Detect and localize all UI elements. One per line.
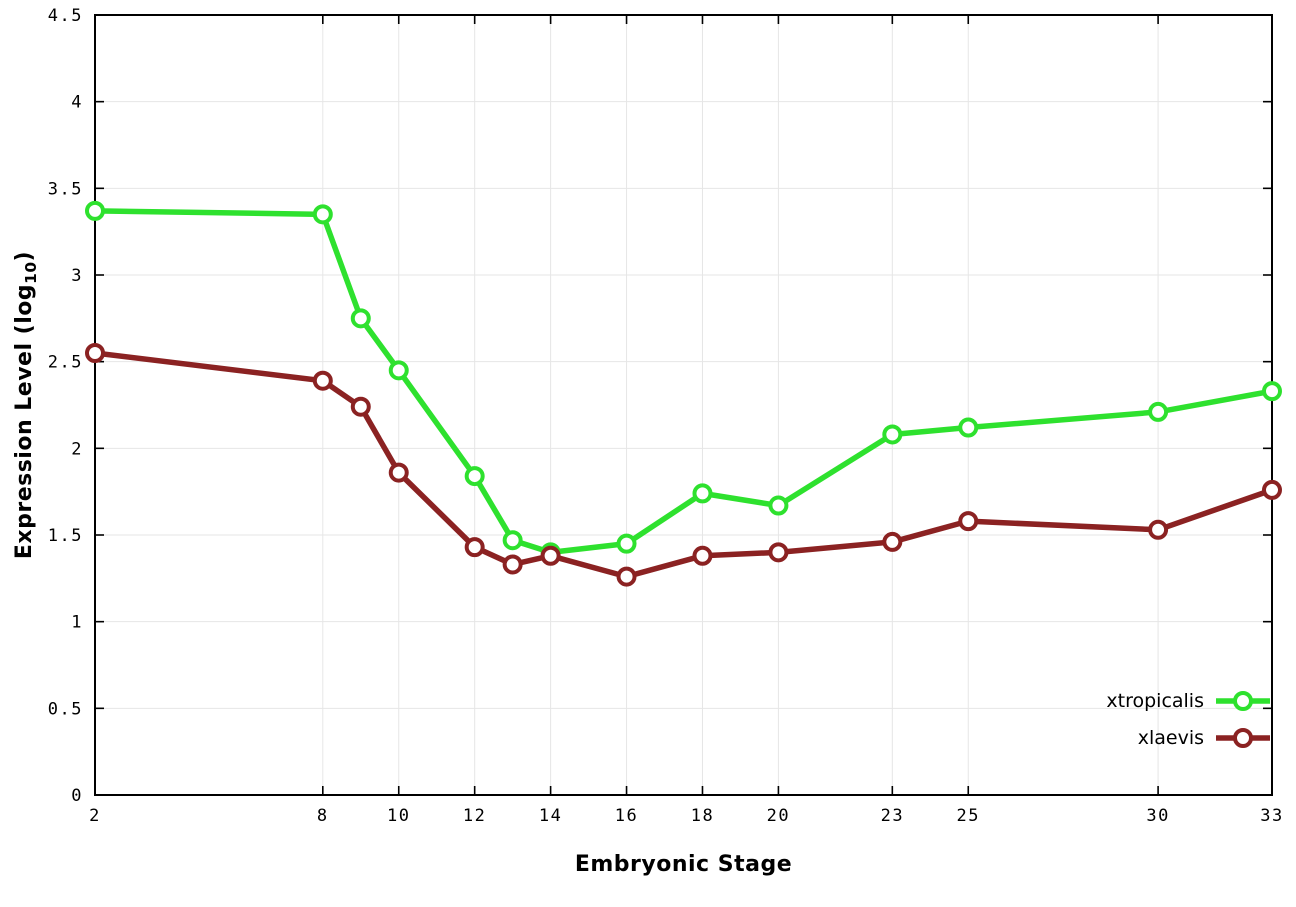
series-xtropicalis bbox=[85, 200, 1282, 563]
y-axis-title-text: Expression Level (log bbox=[11, 283, 37, 560]
y-tick-label: 2.5 bbox=[48, 353, 83, 373]
marker-xlaevis bbox=[502, 554, 523, 575]
legend-label-xtropicalis: xtropicalis bbox=[1106, 690, 1204, 712]
y-tick-label: 4 bbox=[71, 93, 83, 113]
x-tick-label: 23 bbox=[881, 806, 904, 826]
marker-xtropicalis bbox=[312, 204, 333, 225]
tick-labels: 2 8 10 12 14 16 18 20 23 25 30 33 0 0.5 1 1.5 2 2.5 3 3.5 4 4… bbox=[48, 6, 1283, 826]
marker-xlaevis bbox=[1262, 479, 1282, 500]
legend-label-xlaevis: xlaevis bbox=[1138, 727, 1204, 749]
x-tick-label: 20 bbox=[767, 806, 790, 826]
y-tick-label: 4.5 bbox=[48, 6, 83, 26]
y-tick-label: 1 bbox=[71, 613, 83, 633]
marker-xtropicalis bbox=[464, 466, 485, 487]
marker-xlaevis bbox=[540, 545, 561, 566]
y-tick-label: 1.5 bbox=[48, 526, 83, 546]
y-tick-label: 2 bbox=[71, 439, 83, 459]
x-tick-label: 16 bbox=[615, 806, 638, 826]
x-tick-label: 12 bbox=[463, 806, 486, 826]
marker-xtropicalis bbox=[692, 483, 713, 504]
y-axis-title-close: ) bbox=[11, 250, 37, 262]
series-line-xtropicalis bbox=[92, 208, 1275, 556]
legend-marker-xtropicalis bbox=[1233, 691, 1253, 711]
marker-xlaevis bbox=[1148, 519, 1169, 540]
x-tick-label: 25 bbox=[957, 806, 980, 826]
series-line-xlaevis bbox=[92, 350, 1275, 580]
x-tick-label: 8 bbox=[317, 806, 329, 826]
x-axis-title: Embryonic Stage bbox=[574, 852, 793, 877]
marker-xlaevis bbox=[350, 396, 371, 417]
x-tick-label: 18 bbox=[691, 806, 714, 826]
legend: xtropicalis xlaevis bbox=[1106, 690, 1270, 749]
marker-xtropicalis bbox=[1262, 381, 1282, 402]
legend-marker-xlaevis bbox=[1233, 728, 1253, 748]
marker-xlaevis bbox=[464, 537, 485, 558]
marker-xlaevis bbox=[768, 542, 789, 563]
x-tick-label: 14 bbox=[539, 806, 562, 826]
marker-xlaevis bbox=[388, 462, 409, 483]
marker-xtropicalis bbox=[958, 417, 979, 438]
y-axis-title-subscript: 10 bbox=[22, 261, 41, 284]
y-tick-label: 0 bbox=[71, 786, 83, 806]
marker-xlaevis bbox=[312, 370, 333, 391]
marker-xlaevis bbox=[616, 566, 637, 587]
marker-xlaevis bbox=[958, 511, 979, 532]
x-tick-label: 10 bbox=[387, 806, 410, 826]
tick-marks bbox=[94, 14, 1273, 796]
x-tick-label: 33 bbox=[1260, 806, 1283, 826]
legend-entry-xtropicalis: xtropicalis bbox=[1106, 690, 1270, 712]
marker-xtropicalis bbox=[616, 533, 637, 554]
x-tick-label: 2 bbox=[89, 806, 101, 826]
legend-entry-xlaevis: xlaevis bbox=[1138, 727, 1270, 749]
marker-xtropicalis bbox=[85, 200, 105, 221]
y-tick-label: 0.5 bbox=[48, 699, 83, 719]
marker-xlaevis bbox=[882, 531, 903, 552]
marker-xtropicalis bbox=[388, 360, 409, 381]
series-xlaevis bbox=[85, 343, 1282, 587]
y-tick-label: 3.5 bbox=[48, 179, 83, 199]
y-axis-title: Expression Level (log10) bbox=[12, 251, 40, 559]
marker-xtropicalis bbox=[350, 308, 371, 329]
marker-xtropicalis bbox=[768, 495, 789, 516]
x-tick-label: 30 bbox=[1146, 806, 1169, 826]
marker-xlaevis bbox=[85, 343, 105, 363]
marker-xtropicalis bbox=[502, 530, 523, 551]
y-tick-label: 3 bbox=[71, 266, 83, 286]
marker-xtropicalis bbox=[882, 424, 903, 445]
marker-xlaevis bbox=[692, 545, 713, 566]
plot-border bbox=[94, 14, 1273, 796]
marker-xtropicalis bbox=[1148, 401, 1169, 422]
